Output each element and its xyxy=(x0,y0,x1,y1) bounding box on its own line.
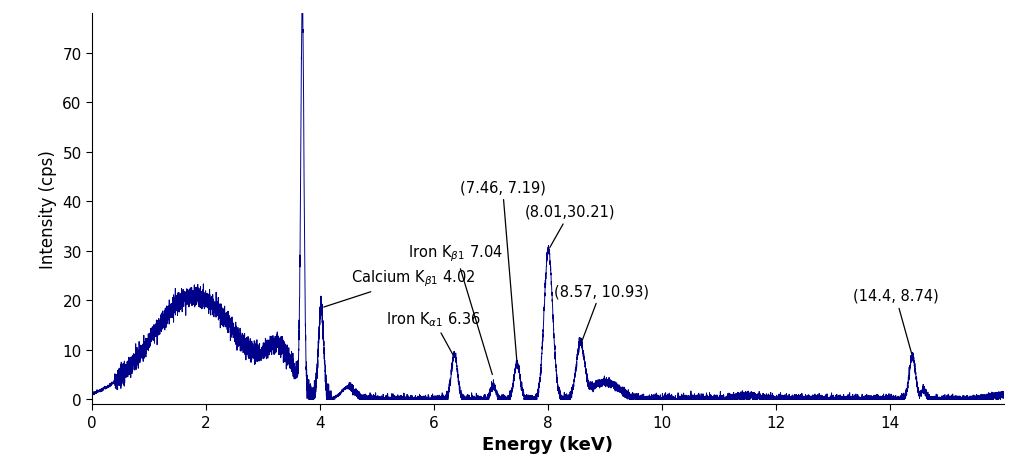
Text: Iron K$_{\beta1}$ 7.04: Iron K$_{\beta1}$ 7.04 xyxy=(409,243,503,375)
Text: (14.4, 8.74): (14.4, 8.74) xyxy=(853,288,938,354)
Text: (7.46, 7.19): (7.46, 7.19) xyxy=(460,179,546,361)
Text: (8.57, 10.93): (8.57, 10.93) xyxy=(554,283,648,343)
Text: (8.01,30.21): (8.01,30.21) xyxy=(525,204,615,248)
X-axis label: Energy (keV): Energy (keV) xyxy=(482,436,613,454)
Y-axis label: Intensity (cps): Intensity (cps) xyxy=(39,150,56,269)
Text: Calcium K$_{\beta1}$ 4.02: Calcium K$_{\beta1}$ 4.02 xyxy=(324,268,476,307)
Text: Iron K$_{\alpha1}$ 6.36: Iron K$_{\alpha1}$ 6.36 xyxy=(385,309,480,355)
